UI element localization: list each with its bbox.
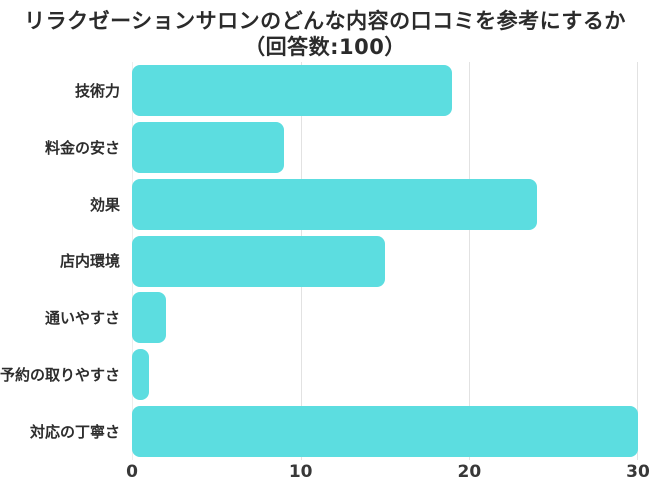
bar-row: 予約の取りやすさ bbox=[0, 346, 638, 403]
bar bbox=[132, 406, 638, 458]
bar-row: 対応の丁寧さ bbox=[30, 403, 638, 460]
bar-row: 店内環境 bbox=[60, 233, 638, 290]
bar bbox=[132, 65, 453, 116]
bar-row: 料金の安さ bbox=[45, 119, 638, 176]
category-label: 効果 bbox=[89, 195, 120, 214]
bar bbox=[132, 235, 385, 287]
category-label: 料金の安さ bbox=[44, 138, 120, 157]
gridline-20 bbox=[469, 62, 471, 460]
x-axis-tick-label: 30 bbox=[626, 462, 650, 482]
bar bbox=[132, 178, 537, 230]
x-axis-tick-label: 20 bbox=[457, 462, 482, 482]
bar bbox=[132, 121, 284, 173]
bar bbox=[132, 349, 149, 401]
chart-title-line2: （回答数:100） bbox=[244, 35, 406, 59]
gridline-30 bbox=[637, 62, 638, 460]
category-label: 技術力 bbox=[74, 81, 120, 100]
x-axis-tick-label: 10 bbox=[288, 462, 313, 482]
chart-title: リラクゼーションサロンのどんな内容の口コミを参考にするか （回答数:100） bbox=[0, 0, 650, 60]
category-label: 通いやすさ bbox=[44, 309, 120, 328]
x-axis-tick-label: 0 bbox=[126, 462, 138, 482]
plot-area: 技術力 料金の安さ 効果 店内環境 通いやすさ 予約の取りやすさ 対応の丁寧さ bbox=[0, 62, 638, 460]
bar-row: 通いやすさ bbox=[45, 289, 638, 346]
x-axis: 0 10 20 30 bbox=[126, 462, 650, 486]
bar-row: 技術力 bbox=[75, 62, 638, 119]
category-label: 対応の丁寧さ bbox=[29, 423, 120, 442]
bar bbox=[132, 292, 166, 344]
category-label: 店内環境 bbox=[59, 252, 120, 271]
category-label: 予約の取りやすさ bbox=[0, 366, 120, 385]
bar-row: 効果 bbox=[90, 176, 638, 233]
chart-title-line1: リラクゼーションサロンのどんな内容の口コミを参考にするか bbox=[24, 9, 626, 33]
